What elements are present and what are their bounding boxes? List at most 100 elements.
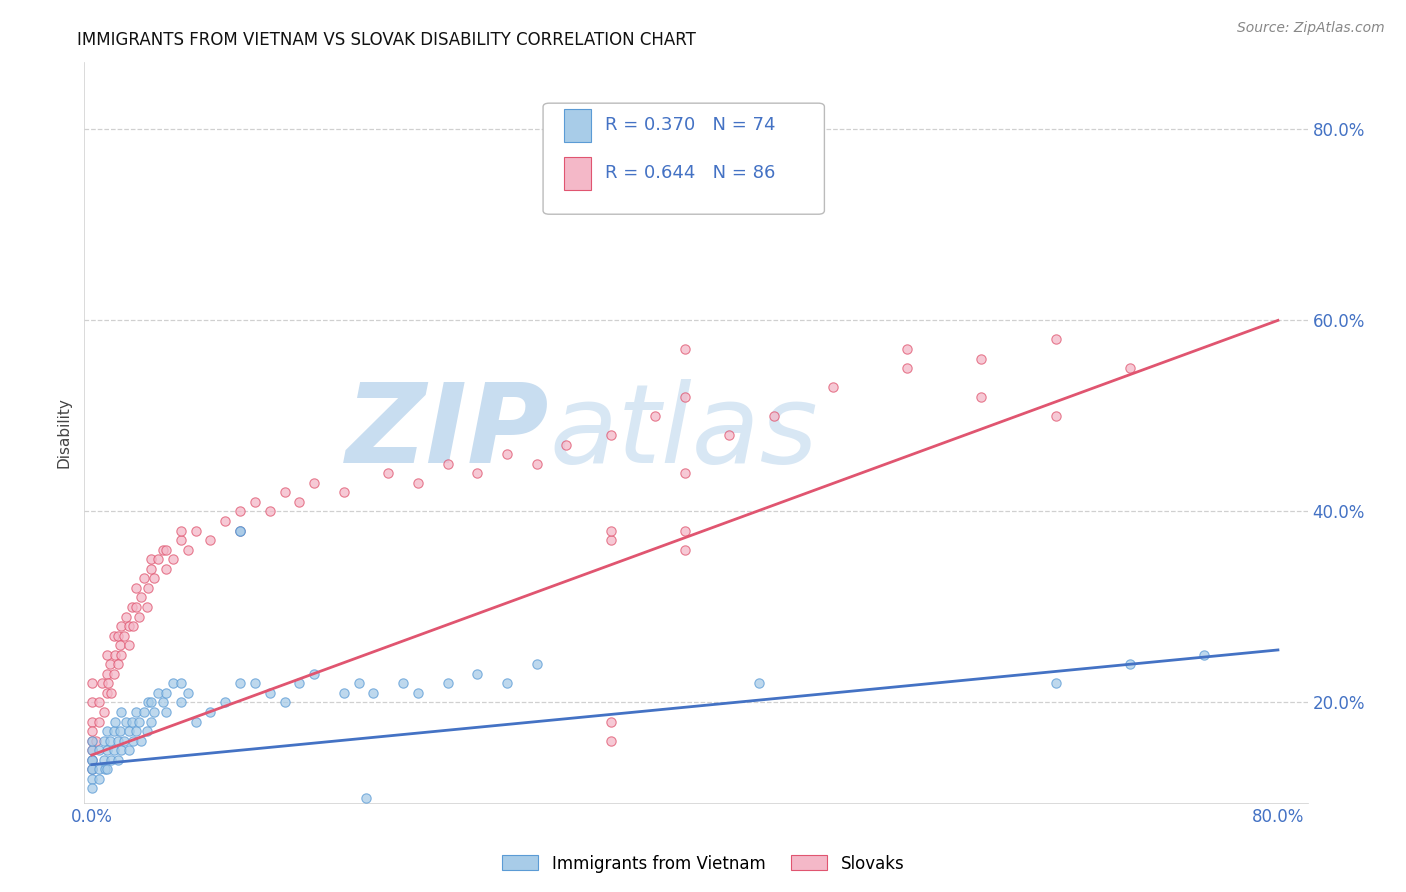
- Point: [89, 714, 111, 729]
- Text: R = 0.370   N = 74: R = 0.370 N = 74: [606, 116, 776, 135]
- Point: [259, 686, 281, 700]
- Point: [122, 733, 145, 747]
- Point: [122, 619, 145, 633]
- Point: [80, 753, 103, 767]
- Point: [100, 753, 122, 767]
- Point: [118, 638, 141, 652]
- Point: [128, 714, 150, 729]
- Point: [118, 743, 141, 757]
- Point: [80, 763, 103, 777]
- Point: [135, 724, 157, 739]
- Point: [107, 629, 129, 643]
- Point: [89, 743, 111, 757]
- Point: [118, 619, 141, 633]
- Point: [80, 733, 103, 747]
- Point: [170, 524, 193, 538]
- Point: [377, 467, 399, 481]
- Point: [1118, 657, 1140, 672]
- Point: [96, 648, 118, 662]
- Point: [555, 437, 578, 451]
- Point: [121, 714, 143, 729]
- Point: [162, 552, 184, 566]
- Point: [333, 485, 356, 500]
- Point: [170, 533, 193, 547]
- Point: [115, 609, 138, 624]
- Point: [496, 676, 519, 690]
- Point: [136, 696, 159, 710]
- Point: [136, 581, 159, 595]
- Point: [599, 524, 621, 538]
- Point: [155, 705, 177, 719]
- Point: [103, 724, 125, 739]
- Point: [118, 724, 141, 739]
- Point: [465, 467, 488, 481]
- Legend: Immigrants from Vietnam, Slovaks: Immigrants from Vietnam, Slovaks: [495, 848, 911, 880]
- Point: [143, 705, 166, 719]
- Point: [132, 571, 155, 585]
- Point: [139, 562, 162, 576]
- Point: [155, 542, 177, 557]
- Point: [229, 524, 252, 538]
- Point: [139, 714, 162, 729]
- Point: [354, 791, 377, 805]
- Y-axis label: Disability: Disability: [56, 397, 72, 468]
- Point: [112, 733, 135, 747]
- Point: [214, 696, 236, 710]
- Point: [139, 696, 162, 710]
- Point: [1192, 648, 1215, 662]
- Point: [125, 581, 148, 595]
- FancyBboxPatch shape: [543, 103, 824, 214]
- Point: [107, 753, 129, 767]
- Point: [347, 676, 370, 690]
- Point: [103, 629, 125, 643]
- Point: [97, 676, 120, 690]
- Point: [177, 686, 200, 700]
- Point: [363, 686, 385, 700]
- Text: atlas: atlas: [550, 379, 818, 486]
- Point: [673, 524, 696, 538]
- Point: [93, 733, 115, 747]
- Point: [110, 705, 132, 719]
- Point: [110, 743, 132, 757]
- Point: [129, 733, 152, 747]
- Point: [436, 676, 458, 690]
- Point: [288, 676, 311, 690]
- Point: [1045, 409, 1067, 423]
- Point: [139, 552, 162, 566]
- Point: [526, 657, 548, 672]
- Point: [184, 714, 207, 729]
- Point: [108, 638, 131, 652]
- Point: [177, 542, 200, 557]
- Point: [128, 609, 150, 624]
- Point: [104, 648, 127, 662]
- Point: [96, 724, 118, 739]
- Text: Source: ZipAtlas.com: Source: ZipAtlas.com: [1237, 21, 1385, 35]
- Point: [112, 629, 135, 643]
- Point: [91, 676, 114, 690]
- Point: [392, 676, 415, 690]
- Point: [89, 772, 111, 786]
- Point: [98, 733, 121, 747]
- Point: [273, 696, 295, 710]
- Point: [673, 467, 696, 481]
- Point: [121, 599, 143, 614]
- Point: [526, 457, 548, 471]
- Point: [80, 676, 103, 690]
- Point: [673, 342, 696, 356]
- Point: [302, 666, 325, 681]
- Point: [80, 724, 103, 739]
- Point: [96, 686, 118, 700]
- Text: R = 0.644   N = 86: R = 0.644 N = 86: [606, 164, 776, 183]
- Point: [673, 390, 696, 404]
- Point: [98, 657, 121, 672]
- Point: [129, 591, 152, 605]
- Point: [333, 686, 356, 700]
- Point: [243, 495, 266, 509]
- Point: [80, 763, 103, 777]
- Point: [104, 714, 127, 729]
- Point: [718, 428, 741, 442]
- Point: [229, 524, 252, 538]
- Point: [599, 733, 621, 747]
- Point: [406, 475, 429, 490]
- Point: [1118, 361, 1140, 376]
